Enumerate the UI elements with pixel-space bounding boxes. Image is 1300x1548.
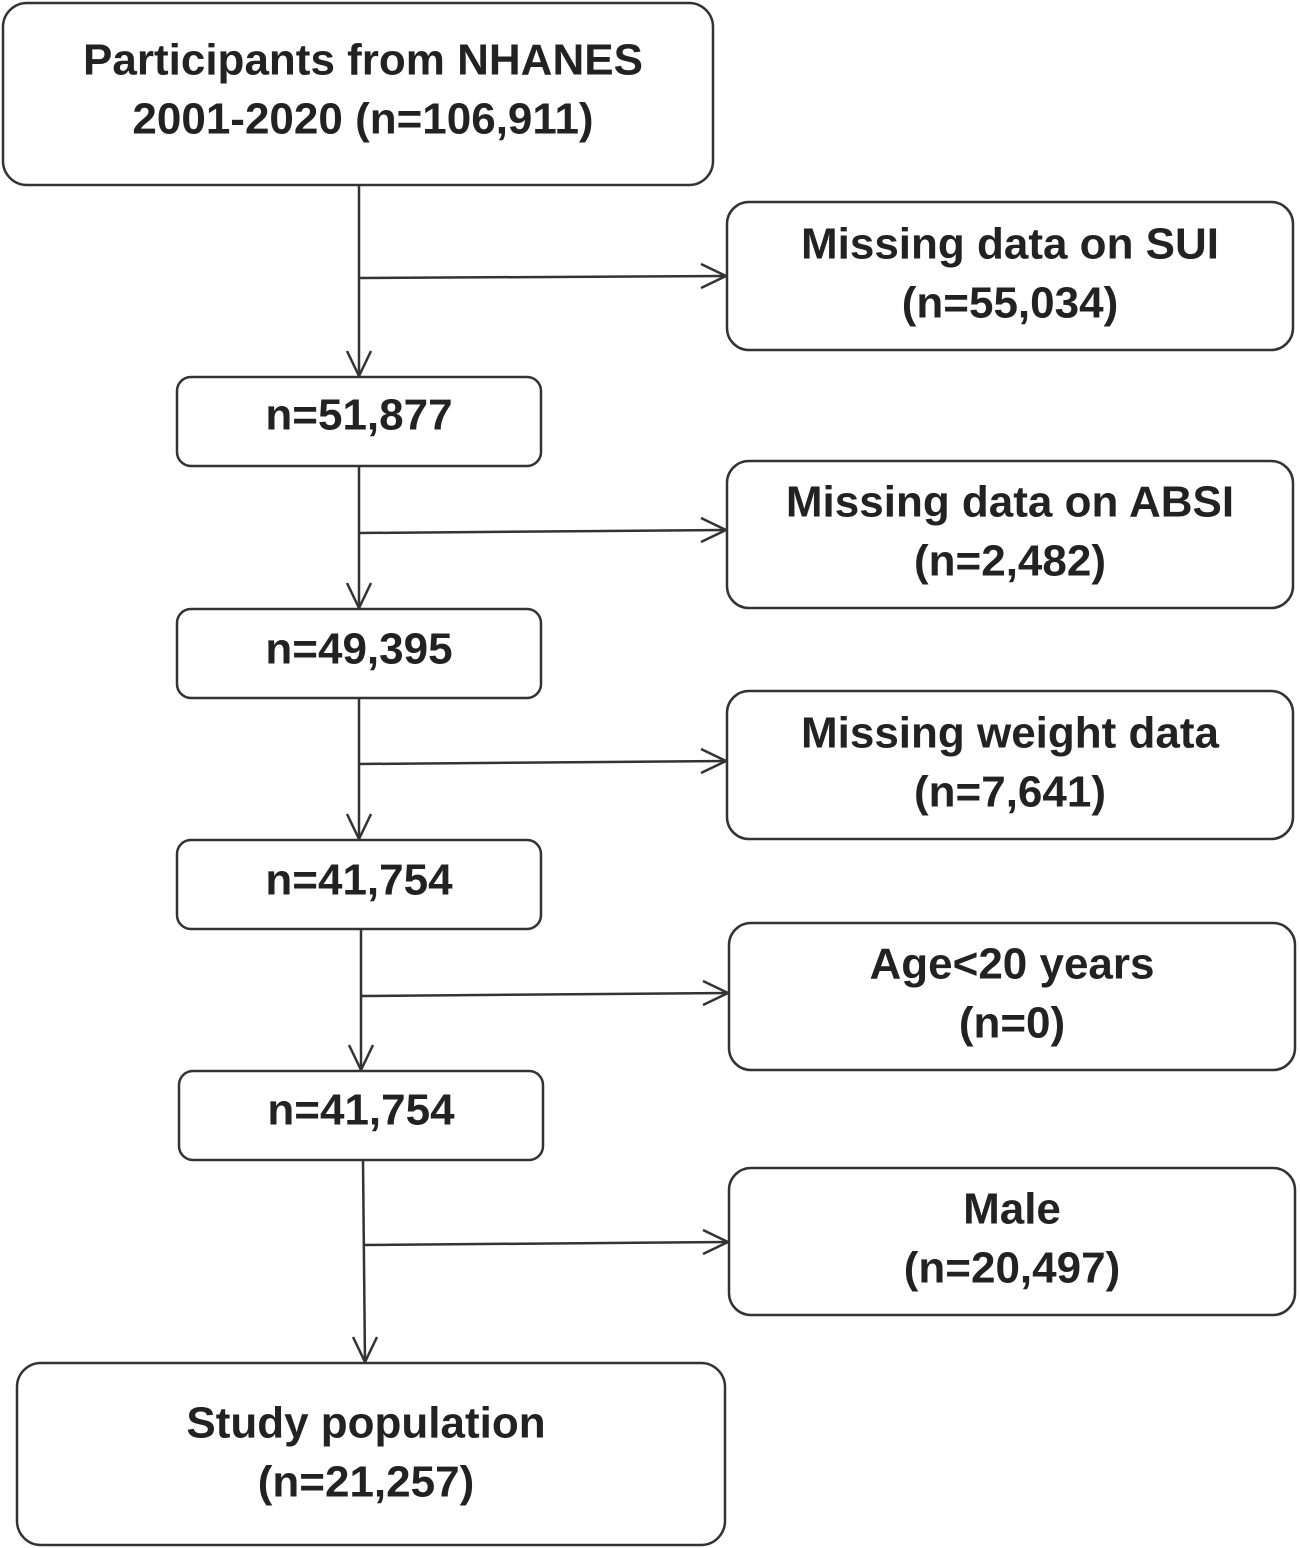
main-box — [175, 375, 543, 468]
exclusion-box — [727, 921, 1297, 1072]
connectors — [345, 185, 731, 1365]
box-text: (n=20,497) — [904, 1244, 1120, 1293]
box-text: n=41,754 — [267, 1086, 455, 1135]
connector — [358, 528, 727, 535]
box-text: (n=0) — [959, 999, 1065, 1048]
box-text: (n=2,482) — [914, 537, 1106, 586]
main-box — [1, 1, 715, 187]
box-text: (n=21,257) — [258, 1458, 474, 1507]
box-text: n=41,754 — [265, 856, 453, 905]
box-text: Missing data on SUI — [801, 220, 1219, 269]
box-text: Study population — [186, 1399, 545, 1448]
box-text: Missing data on ABSI — [786, 478, 1234, 527]
exclusion-box — [725, 459, 1295, 610]
exclusion-box — [727, 1166, 1297, 1317]
main-box — [15, 1361, 727, 1547]
box-text: 2001-2020 (n=106,911) — [132, 95, 593, 144]
main-box — [175, 838, 543, 931]
connector — [363, 1240, 729, 1247]
box-text: (n=55,034) — [902, 279, 1118, 328]
box-text: n=49,395 — [265, 625, 452, 674]
connector — [358, 274, 727, 280]
exclusion-box — [725, 200, 1295, 352]
box-text: Missing weight data — [801, 709, 1220, 758]
connector — [361, 1159, 367, 1364]
connector — [358, 759, 727, 766]
main-box — [177, 1069, 545, 1162]
exclusion-box — [725, 689, 1295, 841]
box-text: Age<20 years — [870, 940, 1155, 989]
main-box — [175, 607, 543, 700]
box-text: n=51,877 — [265, 391, 452, 440]
box-text: (n=7,641) — [914, 768, 1106, 817]
box-text: Participants from NHANES — [83, 36, 643, 85]
connector — [360, 991, 729, 998]
box-text: Male — [963, 1185, 1061, 1234]
